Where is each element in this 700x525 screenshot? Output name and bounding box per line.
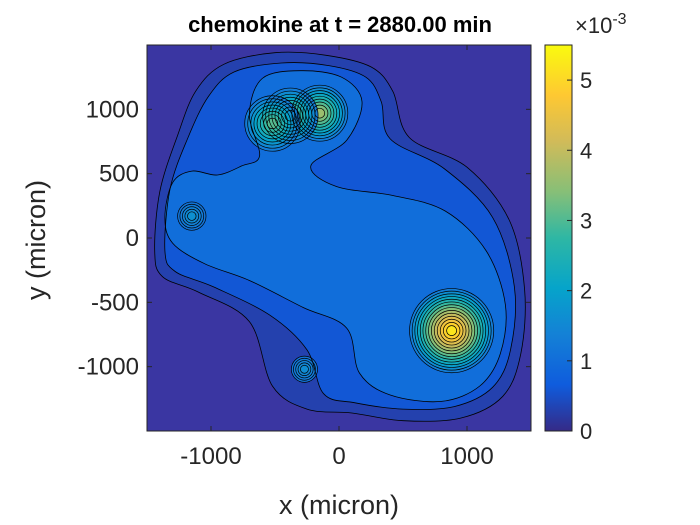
source-1-ring-1: [294, 87, 346, 139]
source-4-ring-3: [184, 208, 200, 224]
source-3-ring-5: [259, 110, 285, 137]
y-tick-label: 1000: [86, 96, 139, 123]
source-0-ring-13: [446, 325, 457, 336]
x-tick-label: 0: [332, 443, 345, 470]
y-tick-label: 500: [99, 161, 139, 188]
colorbar-tick-label: 3: [580, 208, 592, 233]
source-2-ring-4: [274, 100, 307, 132]
source-5-fill-4: [300, 365, 309, 374]
source-0-ring-8: [430, 309, 473, 352]
source-0-ring-4: [419, 298, 484, 363]
source-2-ring-3: [271, 96, 310, 135]
source-3-ring-7: [266, 117, 279, 130]
source-0-ring-6: [425, 304, 478, 357]
source-0-ring-1: [411, 290, 492, 371]
y-axis-ticks: 1000 500 0 -500 -1000: [78, 96, 531, 381]
y-tick-label: -500: [91, 289, 139, 316]
source-0-ring-0: [409, 288, 495, 374]
colorbar: 0 1 2 3 4 5 ×10-3: [544, 11, 627, 444]
y-axis-label: y (micron): [21, 180, 51, 300]
source-4-ring-0: [177, 201, 207, 231]
colorbar-multiplier-exponent: -3: [612, 11, 626, 28]
contour-fills: [154, 52, 526, 422]
source-0-ring-5: [422, 301, 481, 360]
source-0-ring-2: [414, 293, 489, 368]
source-1-ring-4: [302, 95, 338, 131]
contour-line-1: [164, 62, 516, 410]
chart-title: chemokine at t = 2880.00 min: [188, 12, 492, 37]
colorbar-tick-label: 2: [580, 279, 592, 304]
source-4-ring-1: [179, 203, 205, 229]
source-1-ring-3: [299, 93, 340, 134]
y-tick-label: 0: [126, 225, 139, 252]
source-3-ring-2: [250, 101, 295, 146]
x-tick-label: 1000: [440, 443, 493, 470]
colorbar-tick-label: 1: [580, 349, 592, 374]
source-0-ring-7: [428, 307, 476, 355]
contour-line-0: [154, 51, 526, 422]
source-4-ring-4: [187, 211, 197, 221]
plot-area: [147, 45, 531, 431]
source-3-ring-1: [247, 98, 298, 149]
source-0-ring-10: [436, 315, 467, 346]
source-3-ring-0: [244, 95, 301, 152]
source-3-ring-3: [253, 104, 292, 143]
colorbar-tick-label: 0: [580, 419, 592, 444]
colorbar-gradient: [544, 44, 573, 432]
source-5-ring-1: [293, 357, 316, 381]
colorbar-tick-label: 5: [580, 68, 592, 93]
colorbar-ticks: 0 1 2 3 4 5: [567, 68, 592, 444]
source-0-ring-9: [433, 312, 470, 349]
source-0-ring-11: [439, 318, 464, 343]
contour-lines: [154, 51, 526, 422]
source-0-ring-12: [442, 321, 461, 340]
source-3-ring-4: [256, 107, 289, 140]
colorbar-multiplier: ×10-3: [575, 11, 627, 38]
source-4-ring-2: [182, 206, 202, 226]
source-0-ring-3: [417, 296, 487, 366]
source-3-ring-6: [263, 114, 282, 133]
x-axis-label: x (micron): [279, 490, 399, 520]
x-tick-label: -1000: [180, 443, 241, 470]
y-tick-label: -1000: [78, 354, 139, 381]
source-5-ring-2: [295, 360, 314, 379]
source-0-fill-13: [446, 325, 457, 336]
x-axis-ticks: -1000 0 1000: [180, 45, 494, 470]
source-5-ring-3: [297, 362, 312, 376]
colorbar-tick-label: 4: [580, 138, 592, 163]
source-5-ring-0: [290, 355, 318, 383]
source-1-ring-2: [296, 90, 343, 137]
contour-line-2: [164, 70, 507, 403]
source-5-ring-4: [300, 364, 309, 374]
colorbar-multiplier-base: ×10: [575, 13, 612, 38]
source-4-fill-4: [187, 211, 197, 221]
